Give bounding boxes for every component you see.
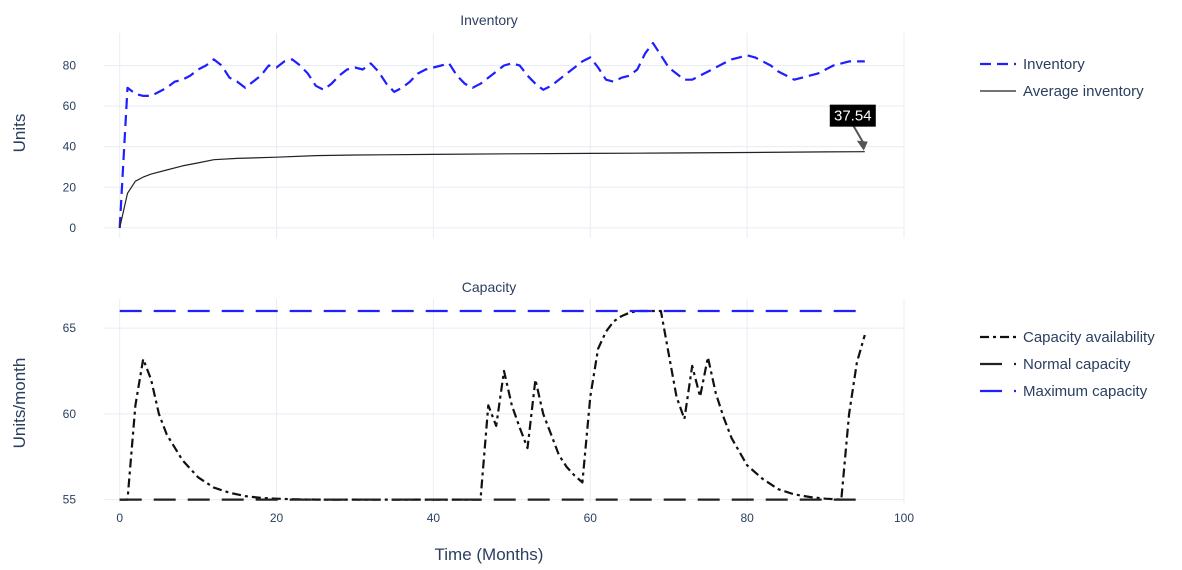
inventory-gridlines	[104, 33, 905, 238]
capacity-x-tick-labels: 0 20 40 60 80 100	[116, 511, 914, 525]
series-line-capacity-availability	[119, 309, 866, 501]
x-tick-label: 80	[740, 511, 754, 525]
y-tick-label: 60	[63, 407, 77, 421]
legend-label: Average inventory	[1023, 83, 1144, 100]
annotation-arrow	[851, 124, 865, 145]
legend-label: Normal capacity	[1023, 356, 1131, 373]
inventory-y-axis-title: Units	[10, 114, 29, 153]
legend-label: Inventory	[1023, 56, 1085, 73]
y-tick-label: 0	[69, 221, 76, 235]
capacity-y-tick-labels: 55 60 65	[63, 321, 77, 506]
y-tick-label: 40	[63, 140, 77, 154]
y-tick-label: 65	[63, 321, 77, 335]
x-tick-label: 40	[427, 511, 441, 525]
annotation-arrowhead	[856, 140, 868, 151]
y-tick-label: 60	[63, 99, 77, 113]
inventory-legend: Inventory Average inventory	[980, 56, 1144, 100]
series-line-average-inventory	[119, 151, 865, 229]
legend-label: Maximum capacity	[1023, 383, 1148, 400]
annotation-label: 37.54	[834, 108, 872, 125]
y-tick-label: 80	[63, 58, 77, 72]
inventory-panel-title: Inventory	[460, 12, 518, 28]
series-line-inventory	[118, 42, 865, 228]
x-tick-label: 60	[584, 511, 598, 525]
x-tick-label: 100	[894, 511, 914, 525]
capacity-panel-title: Capacity	[462, 279, 516, 295]
capacity-series	[119, 309, 866, 501]
inventory-annotation: 37.54	[829, 104, 876, 151]
capacity-legend: Capacity availability Normal capacity Maxi…	[980, 329, 1155, 400]
legend-label: Capacity availability	[1023, 329, 1155, 346]
inventory-series	[118, 42, 865, 229]
x-tick-label: 0	[116, 511, 123, 525]
x-tick-label: 20	[270, 511, 284, 525]
capacity-gridlines	[104, 299, 905, 503]
x-axis-title: Time (Months)	[435, 545, 544, 564]
inventory-y-tick-labels: 0 20 40 60 80	[63, 58, 77, 234]
capacity-y-axis-title: Units/month	[10, 358, 29, 449]
annotation-box	[829, 104, 876, 127]
y-tick-label: 20	[63, 180, 77, 194]
y-tick-label: 55	[63, 493, 77, 507]
capacity-panel: Capacity Units/month 55 60 65 0 20 40 60 80 100	[10, 279, 914, 525]
inventory-panel: Inventory Units 0 20 40 60 80 37.54	[10, 12, 905, 238]
